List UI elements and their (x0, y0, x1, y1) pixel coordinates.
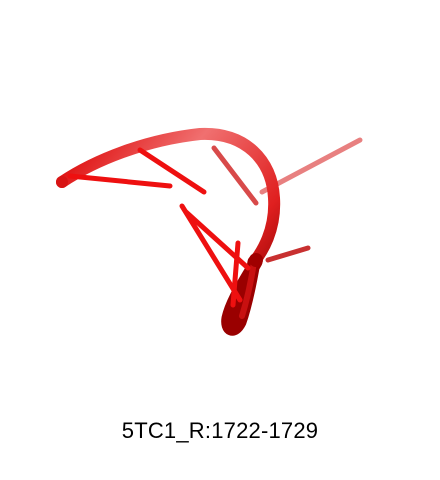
backbone-3prime-end (249, 253, 263, 267)
structure-caption: 5TC1_R:1722-1729 (0, 418, 440, 444)
backbone-5prime-end (56, 176, 68, 188)
rna-structure-render (0, 0, 440, 400)
base-stick-mid (214, 148, 256, 203)
base-sticks-front (70, 150, 248, 305)
backbone-upper-arc (62, 134, 274, 262)
base-stick-left-1 (70, 176, 170, 186)
base-stick-right-low (268, 248, 308, 260)
